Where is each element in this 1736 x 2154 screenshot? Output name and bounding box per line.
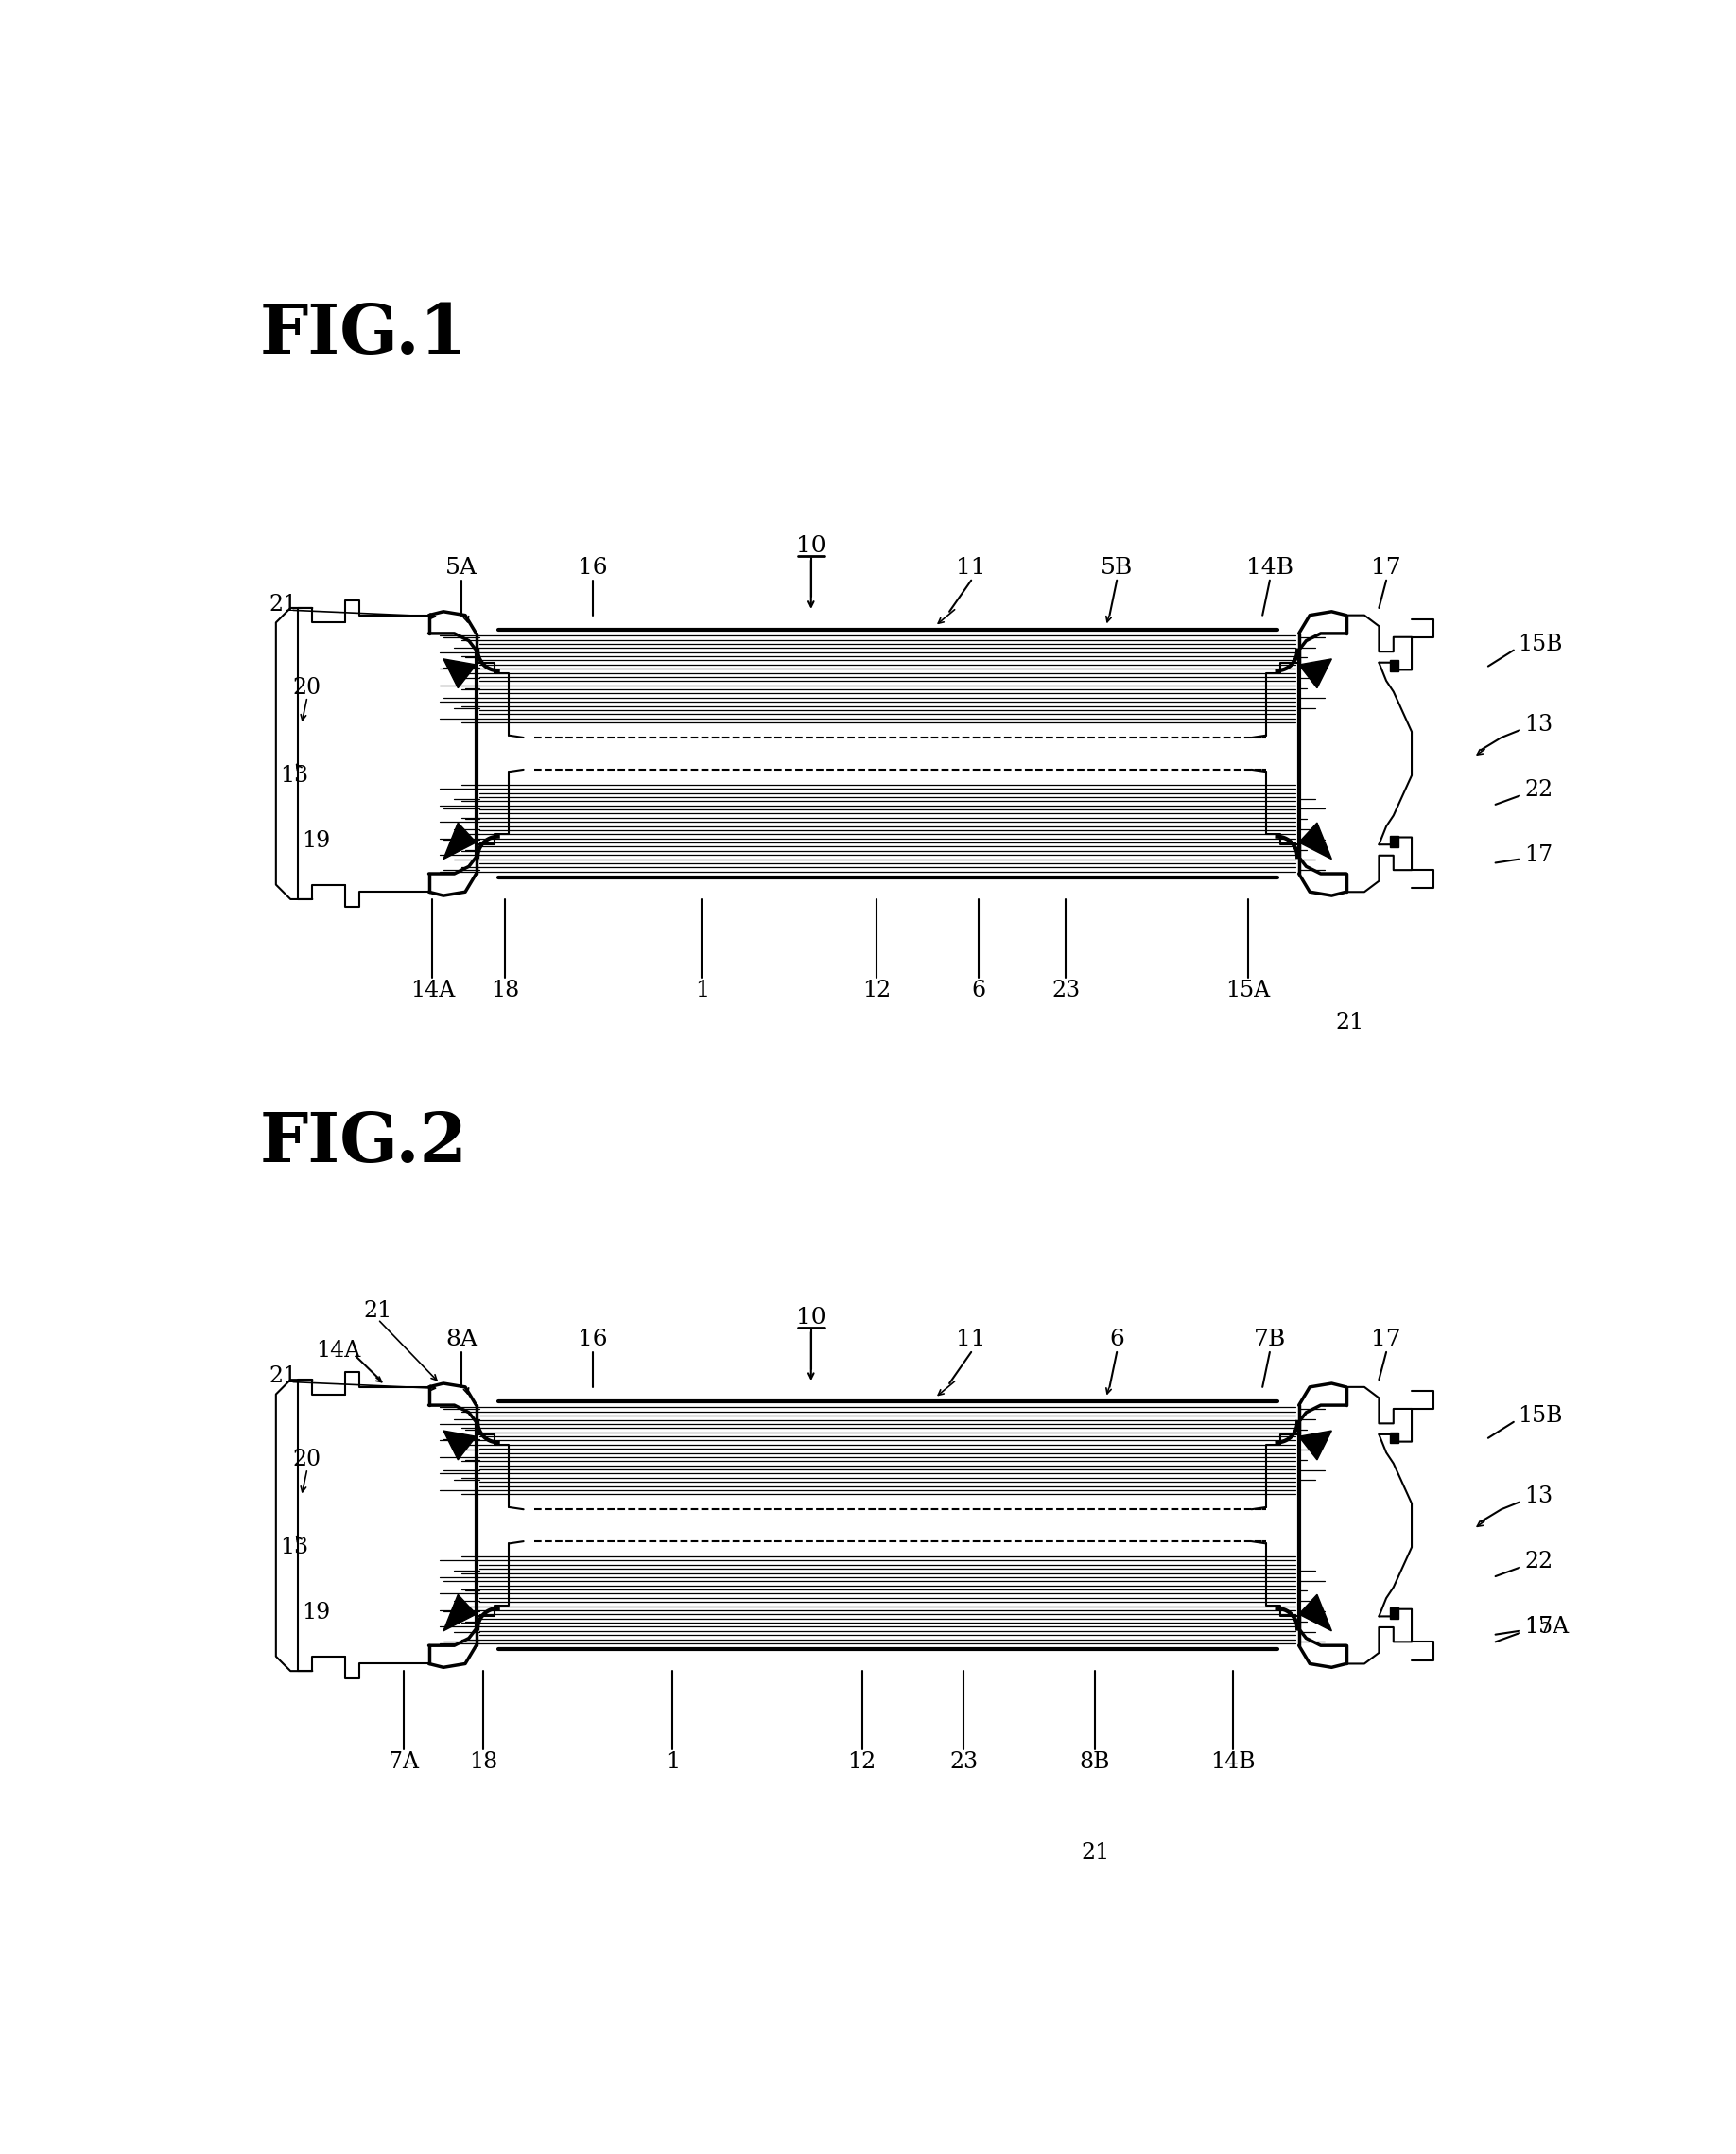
Text: 14B: 14B [1246, 558, 1293, 579]
Bar [1391, 1607, 1399, 1618]
Polygon shape [443, 1594, 476, 1631]
Text: 13: 13 [279, 765, 309, 786]
Text: 11: 11 [957, 1329, 986, 1351]
Text: 17: 17 [1371, 558, 1401, 579]
Text: 13: 13 [1524, 713, 1554, 735]
Text: 20: 20 [293, 1450, 321, 1471]
Text: 16: 16 [578, 558, 608, 579]
Text: 18: 18 [469, 1751, 498, 1773]
Text: 18: 18 [491, 980, 519, 1002]
Text: 21: 21 [1335, 1012, 1364, 1034]
Polygon shape [1299, 823, 1332, 859]
Text: 21: 21 [363, 1299, 392, 1320]
Text: 6: 6 [1109, 1329, 1125, 1351]
Text: 15A: 15A [1524, 1616, 1569, 1639]
Text: 20: 20 [293, 676, 321, 698]
Text: FIG.1: FIG.1 [259, 302, 467, 368]
Text: 1: 1 [665, 1751, 681, 1773]
Text: 17: 17 [1371, 1329, 1401, 1351]
Text: 14A: 14A [316, 1340, 359, 1361]
Text: 23: 23 [950, 1751, 977, 1773]
Polygon shape [1299, 659, 1332, 687]
Text: 15B: 15B [1517, 633, 1562, 655]
Bar [1391, 661, 1399, 672]
Text: 17: 17 [1524, 844, 1554, 866]
Text: 10: 10 [797, 1307, 826, 1329]
Text: 22: 22 [1524, 1551, 1554, 1572]
Text: 13: 13 [279, 1536, 309, 1557]
Text: 21: 21 [269, 595, 297, 616]
Text: 8A: 8A [446, 1329, 477, 1351]
Text: 17: 17 [1524, 1616, 1554, 1639]
Text: FIG.2: FIG.2 [259, 1109, 467, 1176]
Text: 7B: 7B [1253, 1329, 1286, 1351]
Text: 22: 22 [1524, 780, 1554, 801]
Text: 19: 19 [302, 829, 330, 851]
Text: 21: 21 [1082, 1842, 1109, 1863]
Bar [1391, 1432, 1399, 1443]
Text: 19: 19 [302, 1603, 330, 1624]
Text: 14B: 14B [1210, 1751, 1255, 1773]
Text: 1: 1 [694, 980, 708, 1002]
Text: 6: 6 [972, 980, 986, 1002]
Text: 16: 16 [578, 1329, 608, 1351]
Polygon shape [443, 823, 476, 859]
Text: 15A: 15A [1226, 980, 1271, 1002]
Text: 7A: 7A [389, 1751, 418, 1773]
Text: 14A: 14A [410, 980, 455, 1002]
Polygon shape [443, 659, 476, 687]
Polygon shape [443, 1430, 476, 1460]
Text: 15B: 15B [1517, 1404, 1562, 1426]
Text: 12: 12 [863, 980, 891, 1002]
Text: 5B: 5B [1101, 558, 1134, 579]
Text: 13: 13 [1524, 1486, 1554, 1508]
Bar [1391, 836, 1399, 847]
Text: 12: 12 [847, 1751, 877, 1773]
Text: 23: 23 [1052, 980, 1080, 1002]
Text: 21: 21 [269, 1366, 297, 1387]
Text: 11: 11 [957, 558, 986, 579]
Text: 10: 10 [797, 534, 826, 558]
Text: 8B: 8B [1080, 1751, 1111, 1773]
Polygon shape [1299, 1430, 1332, 1460]
Polygon shape [1299, 1594, 1332, 1631]
Text: 5A: 5A [446, 558, 477, 579]
